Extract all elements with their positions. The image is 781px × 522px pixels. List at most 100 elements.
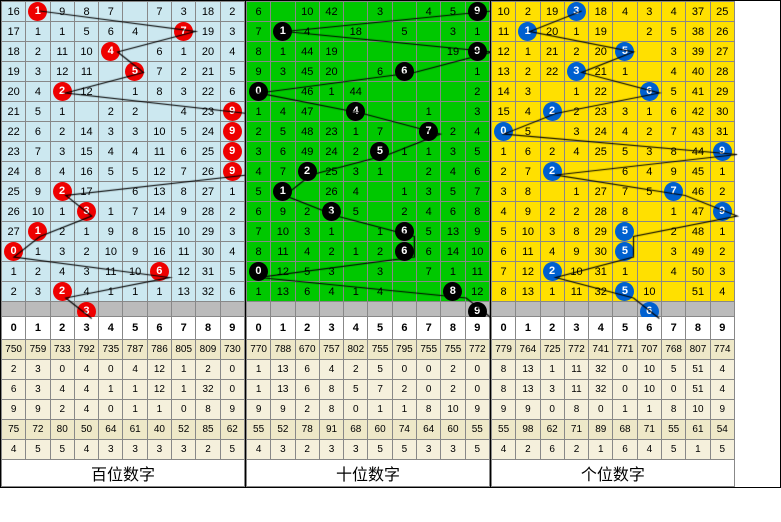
summary-cell: 792: [74, 340, 98, 360]
cell: [637, 262, 661, 282]
cell: 4: [710, 282, 734, 302]
summary-cell: 9: [491, 400, 515, 420]
cell: 4: [344, 182, 368, 202]
cell: 9: [123, 242, 147, 262]
cell: 7: [465, 182, 489, 202]
cell: 20: [196, 42, 220, 62]
cell: 5: [26, 102, 50, 122]
cell: 4: [662, 262, 686, 282]
summary-cell: 12: [147, 380, 171, 400]
cell: 1: [392, 182, 416, 202]
cell: 9: [662, 162, 686, 182]
cell: 5: [246, 182, 270, 202]
cell: 9: [220, 142, 244, 162]
cell: 8: [172, 182, 196, 202]
cell: 47: [686, 202, 710, 222]
summary-cell: 786: [147, 340, 171, 360]
summary-cell: 72: [26, 420, 50, 440]
summary-cell: 1: [172, 380, 196, 400]
cell: 4: [540, 242, 564, 262]
cell: 5: [220, 262, 244, 282]
summary-cell: 3: [540, 380, 564, 400]
ball: 9: [223, 122, 242, 141]
cell: 1: [491, 142, 515, 162]
summary-cell: 55: [491, 420, 515, 440]
summary-cell: 0: [99, 400, 123, 420]
cell: 22: [196, 82, 220, 102]
ball: 9: [468, 42, 487, 61]
cell: 5: [99, 162, 123, 182]
summary-cell: 9: [246, 400, 270, 420]
summary-cell: 802: [344, 340, 368, 360]
cell: [172, 302, 196, 317]
digit-header: 6: [147, 317, 171, 340]
cell: [540, 122, 564, 142]
summary-cell: 0: [417, 380, 441, 400]
cell: [344, 302, 368, 317]
cell: 5: [613, 142, 637, 162]
cell: 6: [99, 22, 123, 42]
cell: [589, 302, 613, 317]
summary-cell: 4: [74, 360, 98, 380]
ball: 9: [223, 102, 242, 121]
summary-cell: 10: [637, 380, 661, 400]
cell: 3: [417, 182, 441, 202]
cell: 4: [172, 102, 196, 122]
cell: 5: [295, 262, 319, 282]
summary-cell: 6: [295, 380, 319, 400]
cell: 10: [491, 2, 515, 22]
ball: 1: [28, 222, 47, 241]
ball: 2: [543, 262, 562, 281]
cell: 27: [710, 42, 734, 62]
cell: 10: [26, 202, 50, 222]
cell: 31: [710, 122, 734, 142]
cell: 9: [172, 202, 196, 222]
cell: 6: [220, 82, 244, 102]
cell: 6: [123, 182, 147, 202]
summary-cell: 3: [319, 440, 343, 460]
cell: 6: [417, 242, 441, 262]
cell: [392, 262, 416, 282]
ball: 4: [101, 42, 120, 61]
summary-cell: 75: [2, 420, 26, 440]
summary-cell: 5: [392, 440, 416, 460]
cell: 10: [74, 42, 98, 62]
summary-cell: 759: [26, 340, 50, 360]
cell: 1: [662, 202, 686, 222]
cell: [368, 102, 392, 122]
cell: 5: [123, 62, 147, 82]
cell: 2: [637, 22, 661, 42]
cell: [417, 82, 441, 102]
cell: 19: [2, 62, 26, 82]
summary-cell: 32: [196, 380, 220, 400]
cell: 3: [123, 122, 147, 142]
digit-header: 3: [564, 317, 588, 340]
cell: 4: [662, 2, 686, 22]
summary-cell: 3: [441, 440, 465, 460]
cell: 26: [319, 182, 343, 202]
cell: 22: [540, 62, 564, 82]
cell: 8: [26, 162, 50, 182]
summary-cell: 5: [50, 440, 74, 460]
digit-header: 0: [2, 317, 26, 340]
summary-cell: 741: [589, 340, 613, 360]
cell: 3: [319, 262, 343, 282]
cell: 3: [295, 222, 319, 242]
cell: 26: [196, 162, 220, 182]
cell: 3: [441, 142, 465, 162]
cell: 4: [50, 162, 74, 182]
digit-header: 3: [319, 317, 343, 340]
cell: 17: [2, 22, 26, 42]
cell: 5: [441, 182, 465, 202]
cell: [220, 302, 244, 317]
summary-cell: 4: [2, 440, 26, 460]
cell: 2: [2, 282, 26, 302]
summary-cell: 3: [172, 440, 196, 460]
cell: 1: [417, 102, 441, 122]
cell: 1: [246, 282, 270, 302]
cell: [319, 22, 343, 42]
cell: 3: [540, 222, 564, 242]
cell: 2: [220, 2, 244, 22]
cell: 7: [271, 162, 295, 182]
summary-cell: 0: [220, 360, 244, 380]
